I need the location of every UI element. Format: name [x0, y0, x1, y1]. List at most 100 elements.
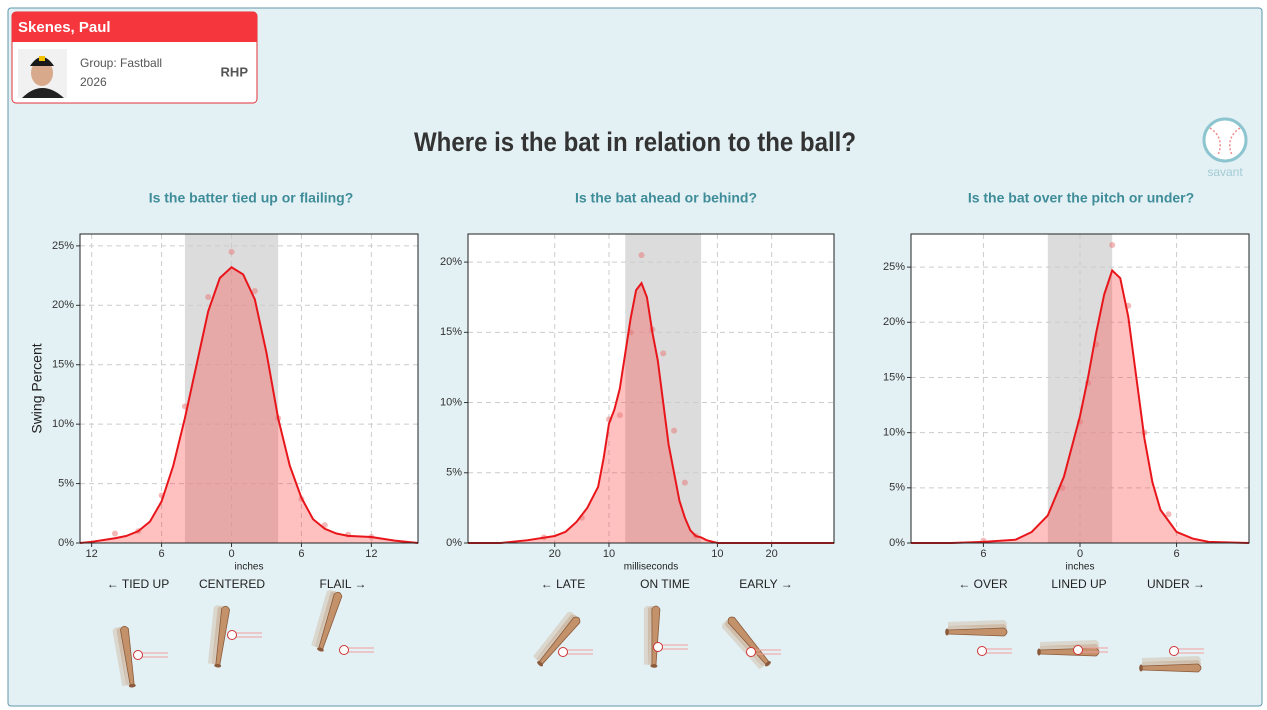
bat-icon	[311, 589, 343, 652]
bat-ghost	[112, 627, 127, 687]
bat-knob	[650, 664, 658, 668]
density-line	[468, 281, 834, 544]
plot-frame	[79, 233, 419, 544]
bat	[318, 591, 343, 650]
bat-icon	[643, 605, 661, 668]
bat-knob	[317, 647, 324, 652]
x-tick-label: 10	[603, 548, 615, 560]
x-tick-label: 12	[365, 548, 377, 560]
ball	[1169, 646, 1179, 656]
player-group: Group: Fastball	[80, 56, 162, 70]
swing-point	[671, 427, 678, 434]
direction-label: LINED UP	[1051, 577, 1106, 591]
chart-subtitle: Is the bat ahead or behind?	[575, 190, 757, 206]
x-tick-label: 6	[298, 548, 304, 560]
player-name: Skenes, Paul	[18, 19, 111, 36]
swing-point	[660, 350, 667, 357]
ball-trail	[348, 647, 374, 653]
ball	[227, 630, 237, 640]
direction-label: EARLY →	[739, 577, 793, 591]
swing-point	[616, 412, 623, 419]
y-tick-label: 10%	[52, 418, 74, 430]
direction-label: ← OVER	[958, 577, 1008, 591]
y-tick-label: 5%	[58, 477, 74, 489]
y-axis-label: Swing Percent	[29, 343, 45, 433]
bat	[215, 605, 230, 666]
x-tick-label: 0	[228, 548, 234, 560]
y-tick-label: 0%	[446, 537, 462, 549]
swing-point	[1165, 511, 1172, 518]
player-photo	[18, 49, 67, 98]
ball	[339, 645, 349, 655]
swing-point	[638, 252, 645, 259]
logo-text: savant	[1207, 165, 1243, 179]
y-tick-label: 0%	[58, 537, 74, 549]
ball-trail	[1178, 648, 1204, 654]
density-area	[80, 267, 418, 543]
x-tick-label: 0	[1077, 548, 1083, 560]
plot-frame	[467, 233, 835, 544]
direction-label: ON TIME	[640, 577, 690, 591]
ball-trail	[236, 632, 262, 638]
swing-point	[1109, 242, 1116, 249]
y-tick-label: 25%	[52, 240, 74, 252]
bat-knob	[214, 663, 222, 668]
bat-icon	[112, 625, 136, 688]
bat	[727, 616, 770, 665]
bat-icon	[945, 620, 1008, 637]
direction-label: FLAIL →	[320, 577, 367, 591]
ball	[977, 646, 987, 656]
ball-trail	[755, 649, 781, 655]
bat-ghost	[116, 626, 131, 686]
y-tick-label: 15%	[52, 359, 74, 371]
density-line	[911, 268, 1250, 544]
x-axis-label: milliseconds	[624, 562, 678, 573]
ball-trail	[567, 649, 593, 655]
x-tick-label: 20	[766, 548, 778, 560]
swing-point	[205, 293, 212, 300]
ball	[1073, 645, 1083, 655]
bat-icon	[1037, 640, 1100, 657]
bat-icon	[1139, 656, 1202, 673]
ball-trail	[1082, 647, 1108, 653]
ball	[746, 647, 756, 657]
ball	[558, 647, 568, 657]
player-throws: RHP	[221, 64, 249, 79]
bat-knob	[765, 661, 771, 667]
bat-knob	[1139, 664, 1143, 672]
x-tick-label: 12	[86, 548, 98, 560]
bat	[651, 605, 661, 666]
highlight-band	[625, 234, 702, 543]
page-title: Where is the bat in relation to the ball…	[414, 127, 856, 157]
bat-icon	[533, 611, 581, 667]
x-tick-label: 20	[549, 548, 561, 560]
savant-logo	[1202, 117, 1248, 163]
player-season: 2026	[80, 75, 107, 89]
plot-frame	[910, 233, 1250, 544]
x-tick-label: 6	[1174, 548, 1180, 560]
ball-trail	[662, 644, 688, 650]
density-area	[911, 270, 1249, 543]
y-tick-label: 20%	[883, 316, 905, 328]
bat-knob	[128, 683, 136, 688]
density-area	[468, 283, 834, 543]
x-tick-label: 6	[980, 548, 986, 560]
direction-label: UNDER →	[1147, 577, 1205, 591]
swing-point	[228, 248, 235, 255]
bat-icon	[722, 616, 771, 670]
y-tick-label: 10%	[440, 396, 462, 408]
y-tick-label: 15%	[883, 371, 905, 383]
bat	[120, 625, 135, 686]
bat	[538, 616, 581, 665]
chart-subtitle: Is the batter tied up or flailing?	[149, 190, 354, 206]
ball-trail	[986, 648, 1012, 654]
ball	[133, 650, 143, 660]
y-tick-label: 10%	[883, 427, 905, 439]
y-tick-label: 25%	[883, 261, 905, 273]
bat-icon	[207, 605, 230, 668]
bat-knob	[1037, 648, 1041, 656]
bat	[947, 627, 1008, 637]
y-tick-label: 0%	[889, 537, 905, 549]
direction-label: ← TIED UP	[107, 577, 169, 591]
